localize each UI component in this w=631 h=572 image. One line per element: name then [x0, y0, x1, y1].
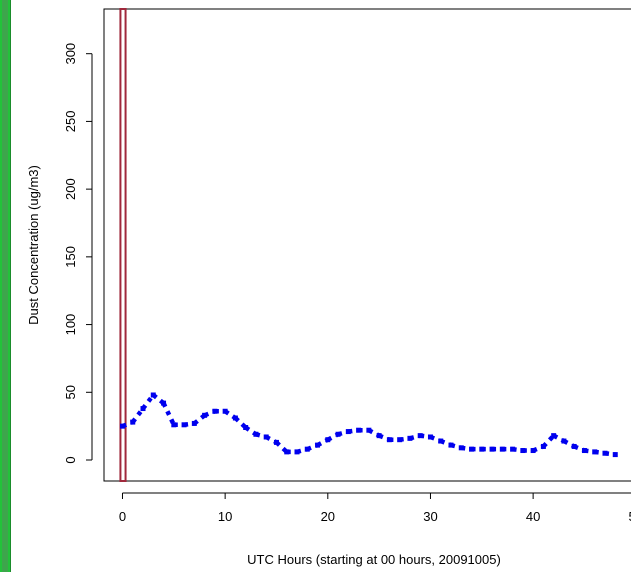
data-point [540, 443, 546, 449]
data-point [202, 412, 208, 418]
x-tick-label: 30 [423, 509, 437, 524]
data-point [345, 429, 351, 435]
data-point [161, 400, 167, 406]
data-point [386, 437, 392, 443]
data-point [294, 449, 300, 455]
data-point [222, 408, 228, 414]
data-point [612, 452, 618, 458]
data-point [448, 442, 454, 448]
data-point [150, 392, 156, 398]
data-point [407, 435, 413, 441]
data-point [427, 434, 433, 440]
data-point [581, 448, 587, 454]
data-point [499, 446, 505, 452]
data-point [397, 437, 403, 443]
data-point [119, 423, 125, 429]
data-point [284, 449, 290, 455]
y-tick-label: 100 [63, 314, 78, 336]
data-point [417, 433, 423, 439]
data-point [438, 438, 444, 444]
data-point [171, 422, 177, 428]
data-point [232, 415, 238, 421]
x-tick-label: 40 [526, 509, 540, 524]
data-point [325, 437, 331, 443]
data-point [376, 433, 382, 439]
x-axis-title: UTC Hours (starting at 00 hours, 2009100… [247, 552, 501, 567]
series-segment [161, 402, 176, 426]
series-layer [119, 392, 618, 458]
data-point [510, 446, 516, 452]
y-tick-label: 50 [63, 385, 78, 399]
data-point [212, 408, 218, 414]
data-point [469, 446, 475, 452]
data-point [335, 431, 341, 437]
data-point [602, 450, 608, 456]
data-point [366, 427, 372, 433]
data-point [479, 446, 485, 452]
plot-area [103, 8, 631, 482]
y-tick-label: 200 [63, 178, 78, 200]
data-point [263, 434, 269, 440]
data-point [458, 445, 464, 451]
data-point [130, 419, 136, 425]
y-tick-label: 250 [63, 111, 78, 133]
x-tick-label: 20 [321, 509, 335, 524]
data-point [571, 443, 577, 449]
x-tick-label: 10 [218, 509, 232, 524]
y-axis-title: Dust Concentration (ug/m3) [26, 165, 41, 325]
vertical-band [119, 8, 127, 482]
data-point [191, 420, 197, 426]
data-point [140, 406, 146, 412]
data-point [181, 422, 187, 428]
x-tick-label: 50 [629, 509, 631, 524]
y-tick-label: 300 [63, 43, 78, 65]
data-point [243, 425, 249, 431]
data-point [530, 448, 536, 454]
data-point [356, 427, 362, 433]
data-point [520, 448, 526, 454]
data-point [304, 446, 310, 452]
left-edge-strip [0, 0, 11, 572]
data-point [273, 439, 279, 445]
y-tick-label: 150 [63, 246, 78, 268]
y-tick-label: 0 [63, 456, 78, 463]
data-point [561, 438, 567, 444]
data-point [551, 433, 557, 439]
data-point [489, 446, 495, 452]
x-tick-label: 0 [119, 509, 126, 524]
x-axis: 0 10 20 30 40 50 [119, 492, 631, 524]
data-point [253, 431, 259, 437]
vertical-band-layer [119, 8, 127, 482]
y-axis: 0 50 100 150 200 250 300 [63, 43, 93, 464]
data-point [315, 442, 321, 448]
data-point [592, 449, 598, 455]
